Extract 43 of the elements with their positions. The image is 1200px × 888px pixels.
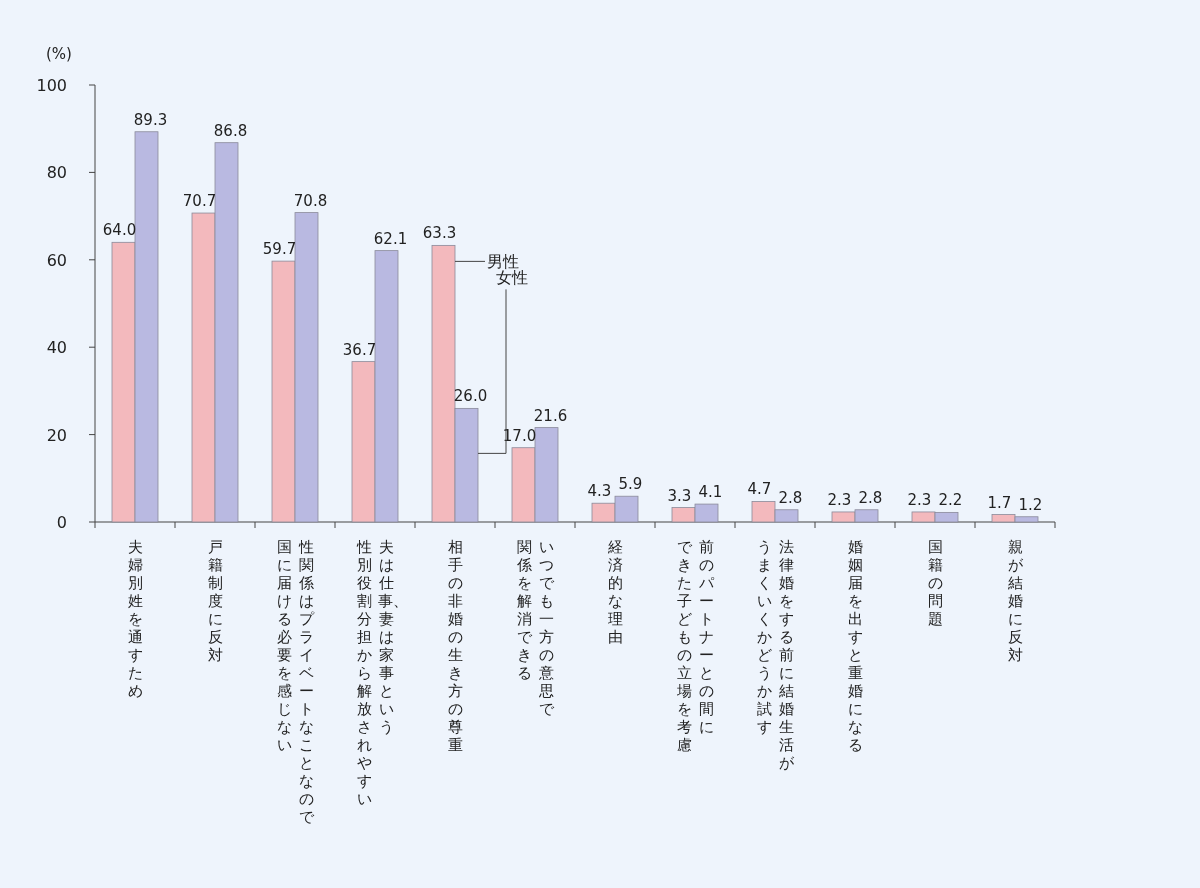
x-tick-label: 国籍の問題 (927, 538, 943, 628)
data-label: 86.8 (213, 121, 248, 140)
data-label: 59.7 (262, 240, 297, 259)
category-label: 夫婦別姓を通すため (127, 538, 143, 700)
y-axis-title: (%) (46, 45, 72, 63)
category-label: 婚姻届を出すと重婚になる (847, 538, 863, 754)
x-tick-label: 親が結婚に反対 (1007, 538, 1023, 664)
data-label: 5.9 (618, 475, 643, 494)
data-label: 2.3 (907, 490, 932, 509)
data-label: 3.3 (667, 486, 692, 505)
x-tick-label: 戸籍制度に反対 (207, 538, 223, 664)
data-label: 4.1 (698, 483, 723, 502)
data-label: 21.6 (533, 406, 568, 425)
data-label: 2.8 (778, 488, 803, 507)
data-label: 4.3 (587, 482, 612, 501)
category-label: 前のパートナーとの間にできた子どもの立場を考慮 (676, 538, 714, 754)
data-label: 1.2 (1018, 495, 1043, 514)
category-label: 夫は仕事、妻は家事という性別役割分担から解放されやすい (356, 538, 408, 808)
category-label: 性関係はプライベートなことなので国に届ける必要を感じない (276, 538, 314, 826)
ytick: 100 (36, 76, 67, 95)
category-label: 相手の非婚の生き方の尊重 (447, 538, 463, 754)
ytick: 0 (56, 513, 67, 532)
data-label: 62.1 (373, 229, 408, 248)
category-label: 法律婚をする前に結婚生活がうまくいくかどうか試す (756, 538, 794, 772)
data-label: 36.7 (342, 340, 377, 359)
ytick: 60 (46, 250, 67, 270)
data-label: 2.2 (938, 491, 963, 510)
data-label: 1.7 (987, 493, 1012, 512)
x-tick-label: 経済的な理由 (607, 538, 623, 646)
data-label: 26.0 (453, 387, 488, 406)
data-label: 70.8 (293, 191, 328, 210)
category-label: いつでも一方の意思で関係を解消できる (516, 538, 554, 718)
data-label: 2.8 (858, 488, 883, 507)
data-label: 4.7 (747, 480, 772, 499)
ytick: 80 (46, 163, 67, 183)
data-label: 64.0 (102, 221, 137, 240)
ytick: 20 (46, 425, 67, 445)
data-label: 2.3 (827, 490, 852, 509)
data-label: 70.7 (182, 192, 217, 211)
data-label: 17.0 (502, 426, 537, 445)
data-label: 89.3 (133, 110, 168, 129)
ytick: 40 (46, 338, 67, 358)
data-label: 63.3 (422, 224, 457, 243)
